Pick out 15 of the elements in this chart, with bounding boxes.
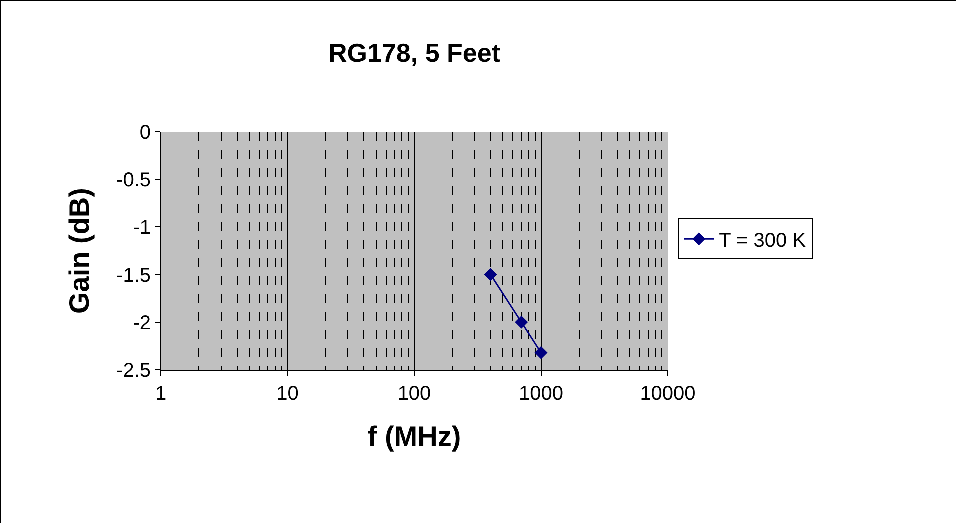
x-tick-label: 10 xyxy=(276,383,299,405)
y-tick-label: -0.5 xyxy=(116,170,151,192)
y-tick-label: -2 xyxy=(133,312,151,334)
x-tick-label: 1000 xyxy=(519,383,564,405)
x-axis-title: f (MHz) xyxy=(368,421,462,452)
y-tick-label: -2.5 xyxy=(116,360,151,382)
y-tick-label: 0 xyxy=(140,122,151,144)
y-tick-label: -1 xyxy=(133,217,151,240)
x-tick-label: 10000 xyxy=(640,383,696,405)
x-tick-label: 100 xyxy=(398,383,432,405)
y-axis-title: Gain (dB) xyxy=(64,188,96,314)
legend-label: T = 300 K xyxy=(719,230,807,252)
y-tick-label: -1.5 xyxy=(116,264,151,287)
chart-title: RG178, 5 Feet xyxy=(328,38,501,68)
x-tick-label: 1 xyxy=(155,383,167,405)
